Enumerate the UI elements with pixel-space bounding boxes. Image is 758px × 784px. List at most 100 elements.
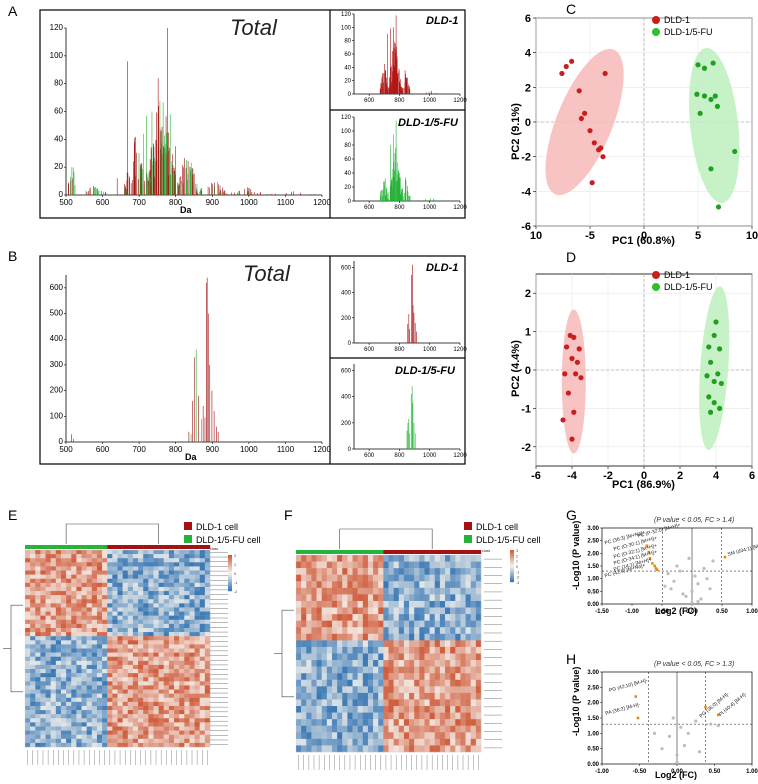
heat-f-cell-21-29 xyxy=(445,692,451,700)
heat-f-cell-13-21 xyxy=(403,640,410,648)
pca-d-xtick-label-0: -6 xyxy=(531,470,541,482)
heat-e-cell-35-15 xyxy=(102,693,108,698)
heat-e-cell-38-13 xyxy=(91,705,98,711)
heat-e-cell-39-18 xyxy=(117,710,123,715)
heat-f-cell-14-6 xyxy=(326,646,333,654)
heat-e-cell-20-34 xyxy=(199,632,206,637)
heat-f-cell-2-29 xyxy=(445,568,451,575)
heat-f-cell-23-6 xyxy=(326,706,333,713)
heat-f-cell-10-12 xyxy=(357,620,364,628)
heat-e-cell-38-1 xyxy=(30,705,36,711)
heat-e-cell-5-34 xyxy=(199,570,206,575)
volcano-g-ytick-label-3: 1.50 xyxy=(587,564,599,570)
heat-e-cell-17-27 xyxy=(163,619,170,625)
pca-d-xtick-label-5: 4 xyxy=(713,470,720,482)
pca-d-point-0-6 xyxy=(562,371,568,377)
heat-f-cell-4-3 xyxy=(311,581,317,589)
heat-e-cell-5-31 xyxy=(184,570,190,575)
heat-e-cell-28-3 xyxy=(40,664,46,670)
heat-e-cell-24-15 xyxy=(102,648,108,653)
heat-e-cell-15-32 xyxy=(189,611,195,616)
heat-e-cell-30-8 xyxy=(66,673,72,678)
heat-f-cell-9-14 xyxy=(367,614,374,621)
heat-e-cell-18-34 xyxy=(199,623,206,629)
heat-e-cell-22-33 xyxy=(194,640,200,645)
panel-a-frame xyxy=(39,9,466,219)
heat-f-cell-9-5 xyxy=(321,614,328,621)
heat-e-cell-27-8 xyxy=(66,660,72,666)
heat-e-cell-15-31 xyxy=(184,611,190,616)
heat-e-cell-7-6 xyxy=(55,578,62,584)
heat-f-cell-4-17 xyxy=(383,581,389,589)
heat-e-cell-45-30 xyxy=(179,734,185,739)
spec-a-main-xtick-label-5: 1000 xyxy=(240,198,258,207)
heat-f-cell-0-5 xyxy=(321,555,328,562)
heat-f-cell-26-8 xyxy=(337,725,343,733)
heat-f-cell-0-25 xyxy=(424,555,430,562)
heat-e-cell-46-30 xyxy=(179,738,185,744)
panel-h: H (P value < 0.05, FC > 1.3) -1.00 -0.50 0… xyxy=(566,651,758,780)
pca-d-point-1-2 xyxy=(706,344,712,350)
heat-f-cell-24-10 xyxy=(347,712,353,720)
heat-f-cell-12-18 xyxy=(388,633,394,641)
heat-e-cell-36-27 xyxy=(163,697,170,703)
heat-e-cell-38-9 xyxy=(71,705,77,711)
heat-e-cell-14-14 xyxy=(96,607,103,612)
heat-e-cell-30-27 xyxy=(163,673,170,678)
heat-e-cell-46-28 xyxy=(168,738,175,744)
heat-f-cell-18-7 xyxy=(331,673,338,680)
heat-f-cell-13-33 xyxy=(465,640,471,648)
heat-f-cell-8-26 xyxy=(429,607,435,615)
pca-d-xtick-label-2: -2 xyxy=(603,470,613,482)
heat-e-cell-1-28 xyxy=(168,554,175,559)
heat-e-cell-1-30 xyxy=(179,554,185,559)
heat-e-cell-35-10 xyxy=(76,693,82,698)
heat-f-cell-17-27 xyxy=(434,666,441,674)
heat-e-cell-16-19 xyxy=(122,615,128,620)
heat-e-cell-26-9 xyxy=(71,656,77,662)
heat-e-cell-8-35 xyxy=(204,582,211,588)
spec-b-fu-xtick-label-3: 1200 xyxy=(453,453,467,459)
heat-f-cell-7-14 xyxy=(367,600,374,608)
heat-f-cell-25-19 xyxy=(393,719,399,726)
heat-e-cell-41-0 xyxy=(25,718,31,723)
heat-f-cell-20-29 xyxy=(445,686,451,694)
heat-f-cell-16-22 xyxy=(409,660,415,667)
heat-e-cell-39-31 xyxy=(184,710,190,715)
heat-f-cell-28-35 xyxy=(475,738,482,746)
heat-e-cell-35-11 xyxy=(81,693,87,698)
heat-e-cell-8-13 xyxy=(91,582,98,588)
heat-e-cell-29-8 xyxy=(66,669,72,674)
heat-e-cell-40-32 xyxy=(189,714,195,719)
heat-e-dendro-left xyxy=(10,604,23,693)
heat-e-cell-37-21 xyxy=(132,701,139,707)
heat-f-cell-27-23 xyxy=(414,732,420,740)
heat-e-cell-7-35 xyxy=(204,578,211,584)
spec-b-dld1-ytick-label-1: 200 xyxy=(341,316,352,322)
heat-f-cell-20-28 xyxy=(439,686,446,694)
heat-e-cell-17-11 xyxy=(81,619,87,625)
heat-f-cell-18-0 xyxy=(296,673,302,680)
spec-a-fu-xtick-label-3: 1200 xyxy=(453,205,467,211)
heat-f-cell-26-27 xyxy=(434,725,441,733)
heat-f-cell-17-22 xyxy=(409,666,415,674)
heat-f-cell-28-26 xyxy=(429,738,435,746)
heat-e-cell-21-26 xyxy=(158,636,164,641)
heat-e-cell-7-24 xyxy=(148,578,154,584)
heat-e-cell-19-1 xyxy=(30,627,36,633)
heat-f-cell-29-21 xyxy=(403,745,410,753)
heat-f-cell-9-25 xyxy=(424,614,430,621)
volcano-g-sig-point-7 xyxy=(723,555,727,559)
heat-e-cell-26-4 xyxy=(45,656,51,662)
heat-e-cell-12-29 xyxy=(174,599,180,604)
heat-f-cell-13-15 xyxy=(373,640,379,648)
volcano-g-point-4 xyxy=(690,589,694,593)
heat-e-cell-41-19 xyxy=(122,718,128,723)
heat-f-colbar-7 xyxy=(331,550,338,554)
heat-f-scale-seg-15 xyxy=(510,574,514,576)
heat-e-cell-38-31 xyxy=(184,705,190,711)
heat-e-cell-20-24 xyxy=(148,632,154,637)
heat-e-cell-16-9 xyxy=(71,615,77,620)
heat-f-scale-label-3: 0 xyxy=(516,565,518,569)
